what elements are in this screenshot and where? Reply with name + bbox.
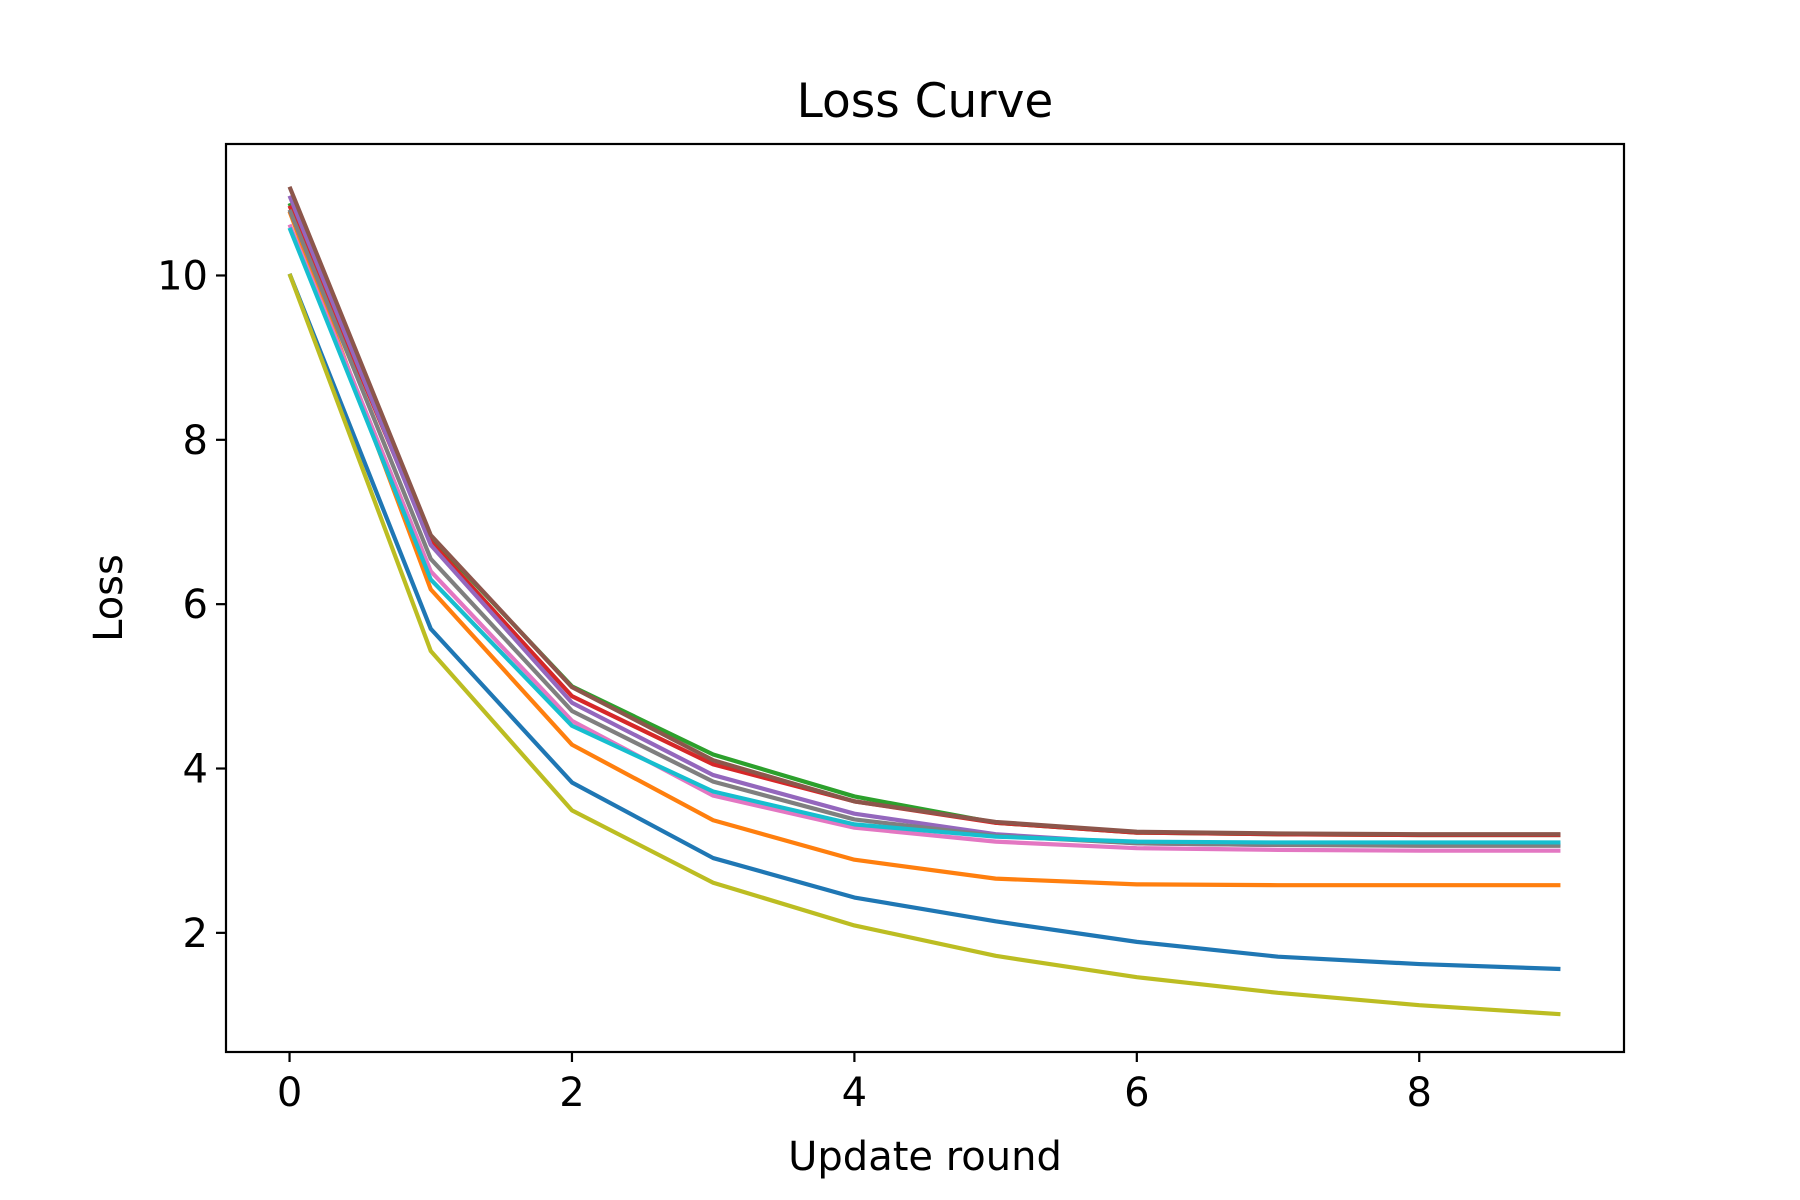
series-line-8 [287,208,1561,848]
axes-frame [224,142,1626,1054]
series-line-9 [287,273,1561,1017]
y-axis-ticks: 2 4 6 8 10 [157,253,226,957]
y-axis-label: Loss [86,554,132,642]
y-tick-label: 4 [183,747,208,793]
y-tick-label: 6 [183,582,208,628]
x-tick-label: 2 [559,1070,584,1116]
chart-title: Loss Curve [797,74,1054,129]
series-line-6 [287,185,1561,837]
x-tick-label: 8 [1407,1070,1432,1116]
x-axis-label: Update round [788,1134,1062,1180]
x-tick-label: 4 [842,1070,867,1116]
plot-area-background [226,144,1624,1052]
series-line-2 [287,210,1561,888]
x-tick-label: 0 [277,1070,302,1116]
y-tick-label: 10 [157,253,208,299]
y-tick-label: 8 [183,418,208,464]
x-tick-label: 6 [1124,1070,1149,1116]
series-line-10 [287,227,1561,845]
series-layer [287,185,1561,1017]
series-line-7 [287,223,1561,853]
x-axis-ticks: 0 2 4 6 8 [277,1052,1432,1116]
series-line-1 [287,273,1561,972]
y-tick-label: 2 [183,911,208,957]
